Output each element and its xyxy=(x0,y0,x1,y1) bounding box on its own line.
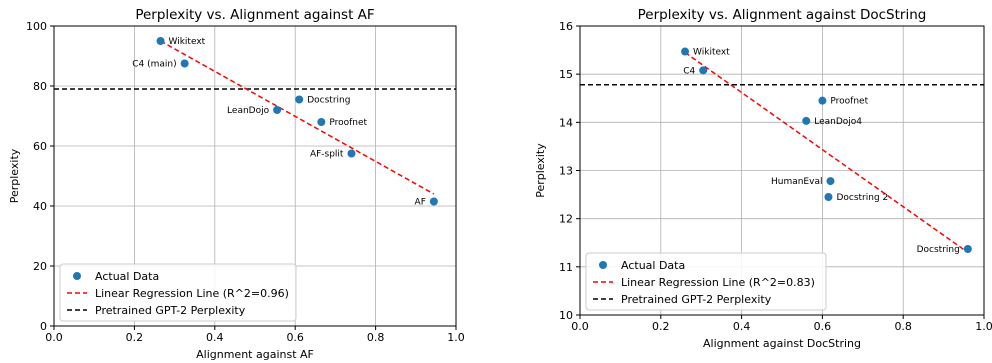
legend-marker-points xyxy=(73,272,81,280)
y-tick-label: 10 xyxy=(559,309,573,322)
y-tick-label: 11 xyxy=(559,261,573,274)
x-axis-label: Alignment against DocString xyxy=(703,337,861,350)
regression-line xyxy=(684,51,969,253)
legend-entry: Linear Regression Line (R^2=0.83) xyxy=(621,276,815,289)
point-label: Wikitext xyxy=(693,48,730,58)
y-tick-label: 20 xyxy=(33,260,47,273)
legend-entry: Actual Data xyxy=(95,270,159,283)
point-label: Docstring xyxy=(917,245,960,255)
legend-entry: Pretrained GPT-2 Perplexity xyxy=(95,304,246,317)
legend-entry: Linear Regression Line (R^2=0.96) xyxy=(95,287,289,300)
data-point xyxy=(824,192,833,201)
x-axis-label: Alignment against AF xyxy=(196,348,314,361)
legend-entry: Actual Data xyxy=(621,259,685,272)
y-tick-label: 0 xyxy=(40,320,47,333)
legend-entry: Pretrained GPT-2 Perplexity xyxy=(621,293,772,306)
regression-line xyxy=(160,40,435,195)
point-label: LeanDojo4 xyxy=(814,117,862,127)
data-point xyxy=(347,149,356,158)
chart-1: 0.0 0.2 0.4 0.6 0.8 1.0 0 20 40 60 80 100 Wikitext C4… xyxy=(8,7,465,361)
point-label: Docstring 2 xyxy=(836,193,888,203)
y-tick-label: 16 xyxy=(559,20,573,33)
data-point xyxy=(681,47,690,56)
y-tick-label: 60 xyxy=(33,140,47,153)
legend: Actual Data Linear Regression Line (R^2=0… xyxy=(59,263,297,322)
point-label: C4 (main) xyxy=(132,60,176,70)
y-tick-label: 40 xyxy=(33,200,47,213)
data-point xyxy=(295,95,304,104)
y-tick-label: 15 xyxy=(559,68,573,81)
data-point xyxy=(826,177,835,186)
x-tick-label: 0.0 xyxy=(45,331,63,344)
point-label: HumanEval xyxy=(771,177,823,187)
chart-title: Perplexity vs. Alignment against AF xyxy=(135,7,374,23)
legend: Actual Data Linear Regression Line (R^2=0… xyxy=(585,252,827,311)
x-tick-label: 0.2 xyxy=(652,320,670,333)
point-label: Docstring xyxy=(307,96,350,106)
legend-marker-points xyxy=(599,261,607,269)
y-axis-label: Perplexity xyxy=(534,143,547,198)
point-label: Proofnet xyxy=(830,97,868,107)
x-tick-label: 0.6 xyxy=(286,331,304,344)
point-label: AF-split xyxy=(310,150,344,160)
legend-box xyxy=(59,263,297,322)
y-tick-label: 13 xyxy=(559,165,573,178)
y-tick-label: 12 xyxy=(559,213,573,226)
y-tick-label: 14 xyxy=(559,116,573,129)
x-tick-label: 0.4 xyxy=(733,320,751,333)
data-point xyxy=(180,59,189,68)
data-point xyxy=(818,96,827,105)
point-label: Wikitext xyxy=(169,37,206,47)
x-tick-label: 1.0 xyxy=(975,320,992,333)
x-tick-label: 0.8 xyxy=(894,320,912,333)
chart-title: Perplexity vs. Alignment against DocStri… xyxy=(638,7,927,23)
point-label: C4 xyxy=(683,66,695,76)
y-tick-label: 80 xyxy=(33,80,47,93)
point-label: Proofnet xyxy=(329,118,367,128)
x-tick-label: 0.6 xyxy=(814,320,832,333)
data-point xyxy=(802,116,811,125)
data-point xyxy=(156,37,165,45)
chart-2: 0.0 0.2 0.4 0.6 0.8 1.0 10 11 12 13 14 15 16 Wikitext… xyxy=(534,7,992,350)
x-tick-label: 0.8 xyxy=(367,331,385,344)
plot-frame xyxy=(53,25,457,327)
y-axis-label: Perplexity xyxy=(8,148,21,203)
data-point xyxy=(699,66,708,75)
y-tick-label: 100 xyxy=(26,20,47,33)
data-point xyxy=(273,106,282,114)
data-point xyxy=(963,245,972,254)
legend-box xyxy=(585,252,827,311)
x-tick-label: 0.4 xyxy=(206,331,224,344)
point-label: AF xyxy=(415,198,426,208)
point-label: LeanDojo xyxy=(227,106,270,116)
x-tick-label: 1.0 xyxy=(447,331,465,344)
data-point xyxy=(429,197,438,206)
x-tick-label: 0.0 xyxy=(571,320,589,333)
data-point xyxy=(317,118,326,126)
x-tick-label: 0.2 xyxy=(126,331,144,344)
